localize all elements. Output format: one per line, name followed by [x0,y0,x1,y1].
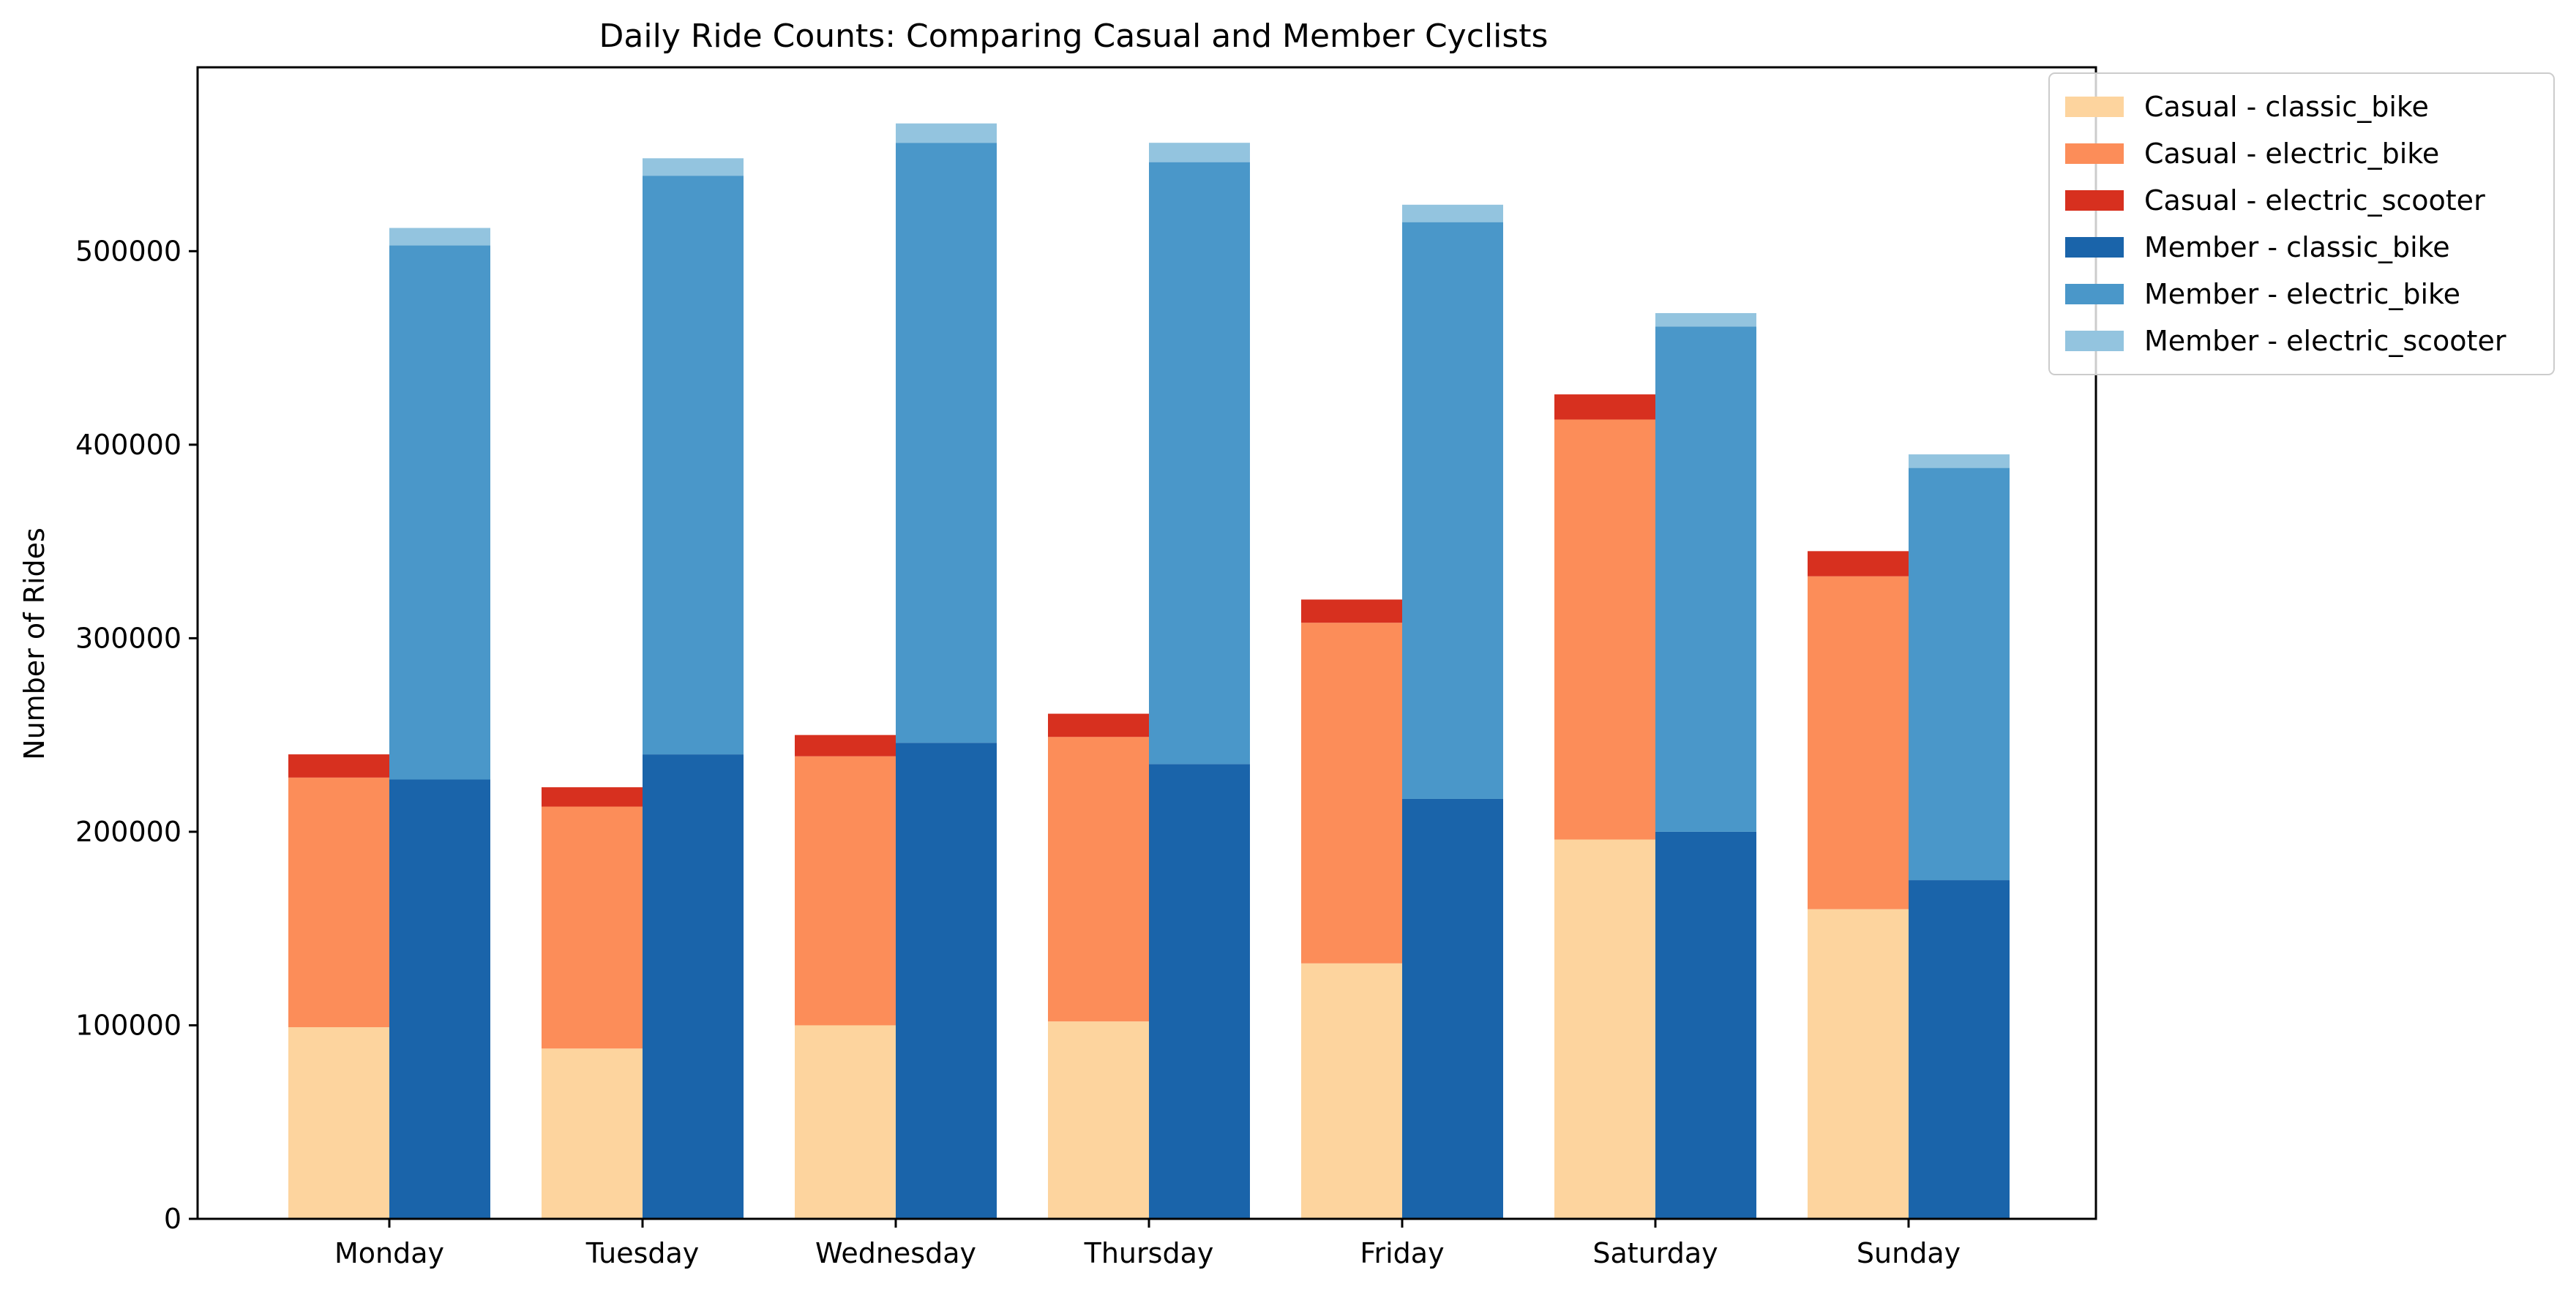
bar-member-classic-bike-friday [1402,798,1503,1219]
bar-casual-classic-bike-sunday [1808,909,1909,1219]
bar-member-classic-bike-sunday [1909,880,2010,1219]
bar-casual-electric-bike-thursday [1048,737,1149,1022]
legend-swatch [2065,284,2124,304]
bar-member-electric-scooter-sunday [1909,454,2010,468]
bar-member-classic-bike-tuesday [643,754,744,1219]
bar-member-electric-bike-friday [1402,222,1503,799]
y-tick-label: 0 [164,1203,181,1235]
bar-member-electric-scooter-friday [1402,204,1503,222]
x-tick-label: Friday [1360,1237,1444,1269]
legend-label: Member - classic_bike [2144,231,2450,263]
legend: Casual - classic_bike Casual - electric_b… [2048,72,2555,375]
bar-member-electric-scooter-monday [389,228,490,246]
plot-area [288,123,2010,1219]
bar-casual-classic-bike-tuesday [542,1048,643,1219]
bar-member-electric-bike-thursday [1149,162,1250,765]
x-tick-label: Sunday [1857,1237,1961,1269]
bar-member-electric-bike-sunday [1909,467,2010,881]
bar-member-electric-bike-monday [389,245,490,780]
bar-casual-classic-bike-friday [1301,963,1402,1219]
legend-box [2048,72,2555,375]
bar-casual-electric-scooter-sunday [1808,551,1909,576]
legend-label: Casual - electric_bike [2144,138,2439,170]
bar-member-electric-bike-wednesday [896,143,997,743]
bar-casual-electric-bike-friday [1301,623,1402,964]
bar-casual-electric-scooter-wednesday [795,735,896,756]
x-tick-label: Thursday [1084,1237,1214,1269]
bar-member-classic-bike-wednesday [896,743,997,1219]
legend-swatch [2065,97,2124,117]
bar-member-electric-scooter-thursday [1149,143,1250,162]
y-tick-label: 300000 [75,622,181,654]
bar-casual-electric-bike-wednesday [795,756,896,1026]
bar-casual-electric-bike-saturday [1554,419,1655,840]
x-axis: Monday Tuesday Wednesday Thursday Friday Satu… [334,1219,1961,1269]
bar-casual-electric-scooter-tuesday [542,787,643,807]
bar-casual-electric-bike-monday [288,777,389,1028]
x-tick-label: Tuesday [585,1237,700,1269]
legend-label: Casual - classic_bike [2144,91,2429,123]
y-axis: 0 100000 200000 300000 400000 500000 [75,235,198,1235]
legend-swatch [2065,237,2124,258]
y-tick-label: 400000 [75,429,181,461]
bar-member-classic-bike-monday [389,779,490,1219]
legend-swatch [2065,143,2124,164]
bar-casual-classic-bike-thursday [1048,1021,1149,1219]
y-axis-label: Number of Rides [18,527,50,760]
bar-casual-electric-bike-tuesday [542,806,643,1049]
bar-member-electric-scooter-tuesday [643,158,744,176]
bar-member-electric-bike-saturday [1655,326,1756,832]
x-tick-label: Saturday [1592,1237,1718,1269]
bar-casual-electric-scooter-thursday [1048,713,1149,737]
chart-title: Daily Ride Counts: Comparing Casual and … [599,18,1549,55]
legend-swatch [2065,190,2124,211]
bar-casual-electric-bike-sunday [1808,576,1909,909]
y-tick-label: 500000 [75,235,181,267]
y-tick-label: 200000 [75,816,181,848]
bar-member-electric-scooter-wednesday [896,123,997,143]
legend-label: Member - electric_scooter [2144,325,2506,357]
x-tick-label: Monday [334,1237,444,1269]
bar-casual-electric-scooter-monday [288,754,389,778]
y-tick-label: 100000 [75,1009,181,1041]
bar-member-electric-bike-tuesday [643,176,744,755]
legend-swatch [2065,331,2124,351]
x-tick-label: Wednesday [815,1237,976,1269]
bar-member-classic-bike-thursday [1149,764,1250,1219]
plot-frame [196,66,2097,1220]
bar-casual-electric-scooter-friday [1301,599,1402,623]
bar-casual-classic-bike-saturday [1554,839,1655,1219]
bar-casual-classic-bike-monday [288,1027,389,1219]
bar-casual-electric-scooter-saturday [1554,394,1655,420]
legend-label: Member - electric_bike [2144,278,2460,310]
bar-casual-classic-bike-wednesday [795,1025,896,1219]
legend-label: Casual - electric_scooter [2144,184,2485,217]
bar-member-electric-scooter-saturday [1655,312,1756,327]
bar-member-classic-bike-saturday [1655,831,1756,1219]
